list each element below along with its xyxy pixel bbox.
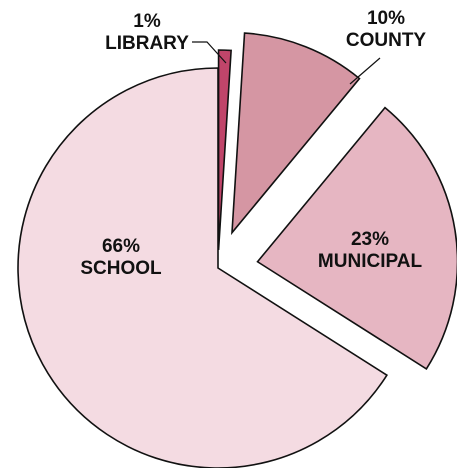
slice-label-county: COUNTY [346, 30, 427, 51]
slice-label-municipal: MUNICIPAL [318, 251, 423, 272]
pie-slice-county [231, 32, 361, 236]
slice-percent-school: 66% [102, 236, 140, 257]
pie-slices [17, 32, 457, 468]
leader-line-library [192, 41, 227, 64]
pie-slice-municipal [256, 106, 457, 371]
pie-labels: 1%LIBRARY 10%COUNTY 23%MUNICIPAL 66%SCHOOL [80, 8, 426, 279]
slice-percent-library: 1% [133, 11, 161, 32]
pie-slice-school [17, 67, 388, 468]
leader-line-county [349, 57, 381, 85]
slice-percent-county: 10% [367, 8, 405, 29]
slice-percent-municipal: 23% [351, 229, 389, 250]
slice-label-school: SCHOOL [80, 258, 162, 279]
slice-label-library: LIBRARY [105, 33, 189, 54]
pie-slice-library [217, 49, 232, 251]
